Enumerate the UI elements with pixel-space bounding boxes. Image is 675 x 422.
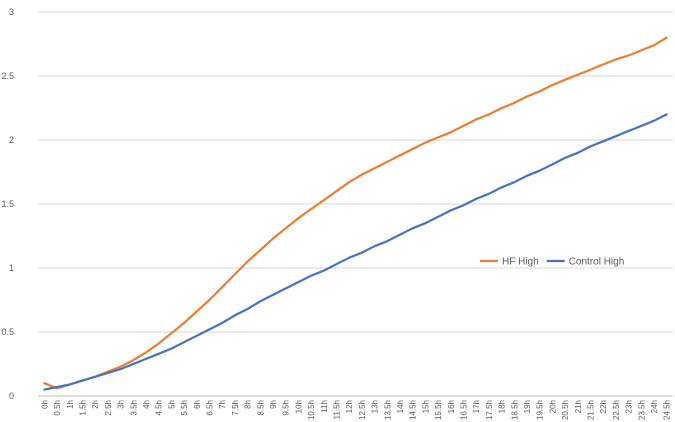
x-tick-label: 7.5h: [231, 400, 240, 416]
x-tick-label: 17.5h: [485, 400, 494, 420]
x-tick-label: 18.5h: [510, 400, 519, 420]
x-tick-label: 23h: [625, 400, 634, 413]
x-tick-label: 14.5h: [409, 400, 418, 420]
x-tick-label: 11h: [320, 400, 329, 413]
series-line-control-high: [43, 113, 668, 391]
x-tick-label: 20h: [548, 400, 557, 413]
y-tick-label: 1.5: [1, 199, 14, 209]
x-tick-label: 4.5h: [155, 400, 164, 416]
y-tick-label: 2: [9, 135, 14, 145]
x-tick-label: 15h: [421, 400, 430, 413]
series-lines: [43, 36, 668, 391]
x-tick-label: 3.5h: [129, 400, 138, 416]
x-tick-label: 11.5h: [332, 400, 341, 419]
y-tick-label: 3: [9, 7, 14, 17]
x-tick-label: 3h: [117, 400, 126, 409]
x-tick-label: 5.5h: [180, 400, 189, 416]
gridlines: [38, 11, 673, 397]
x-tick-label: 19.5h: [536, 400, 545, 420]
y-tick-label: 0.5: [1, 327, 14, 337]
x-tick-label: 6.5h: [205, 400, 214, 416]
x-tick-label: 2h: [91, 400, 100, 409]
x-tick-label: 19h: [523, 400, 532, 413]
x-tick-label: 9.5h: [282, 400, 291, 416]
x-tick-label: 24.5h: [663, 400, 672, 420]
legend-label-hf-high: HF High: [502, 257, 539, 268]
x-axis-tick-labels: 0h 0.5h 1h 1.5h 2h 2.5h 3h 3.5h 4h 4.5h 5h 5.5h 6h 6.…: [40, 400, 671, 420]
x-tick-label: 16h: [447, 400, 456, 413]
x-tick-label: 2.5h: [104, 400, 113, 416]
x-tick-label: 9h: [269, 400, 278, 409]
x-tick-label: 8.5h: [256, 400, 265, 416]
x-tick-label: 20.5h: [561, 400, 570, 420]
x-tick-label: 14h: [396, 400, 405, 413]
x-tick-label: 10.5h: [307, 400, 316, 420]
x-tick-label: 17h: [472, 400, 481, 413]
x-tick-label: 13h: [371, 400, 380, 413]
x-tick-label: 15.5h: [434, 400, 443, 420]
x-tick-label: 21.5h: [586, 400, 595, 420]
x-tick-label: 22.5h: [612, 400, 621, 420]
x-tick-label: 0h: [40, 400, 49, 409]
x-tick-label: 0.5h: [53, 400, 62, 416]
y-axis-tick-labels: 0 0.5 1 1.5 2 2.5 3: [1, 7, 14, 401]
legend-label-control-high: Control High: [569, 257, 625, 268]
y-tick-label: 1: [9, 263, 14, 273]
x-tick-label: 12h: [345, 400, 354, 413]
x-tick-label: 8h: [244, 400, 253, 409]
series-line-hf-high: [43, 36, 668, 390]
x-tick-label: 4h: [142, 400, 151, 409]
legend: HF High Control High: [480, 257, 624, 268]
x-tick-label: 1h: [66, 400, 75, 409]
x-tick-label: 21h: [574, 400, 583, 413]
x-tick-label: 22h: [599, 400, 608, 413]
x-tick-label: 1.5h: [78, 400, 87, 416]
y-tick-label: 0: [9, 391, 14, 401]
x-tick-label: 16.5h: [459, 400, 468, 420]
x-tick-label: 23.5h: [637, 400, 646, 420]
x-tick-label: 7h: [218, 400, 227, 409]
x-tick-label: 5h: [167, 400, 176, 409]
y-tick-label: 2.5: [1, 71, 14, 81]
x-tick-label: 12.5h: [358, 400, 367, 420]
x-tick-label: 10h: [294, 400, 303, 413]
x-tick-label: 24h: [650, 400, 659, 413]
x-tick-label: 13.5h: [383, 400, 392, 420]
x-tick-label: 6h: [193, 400, 202, 409]
x-tick-label: 18h: [498, 400, 507, 413]
